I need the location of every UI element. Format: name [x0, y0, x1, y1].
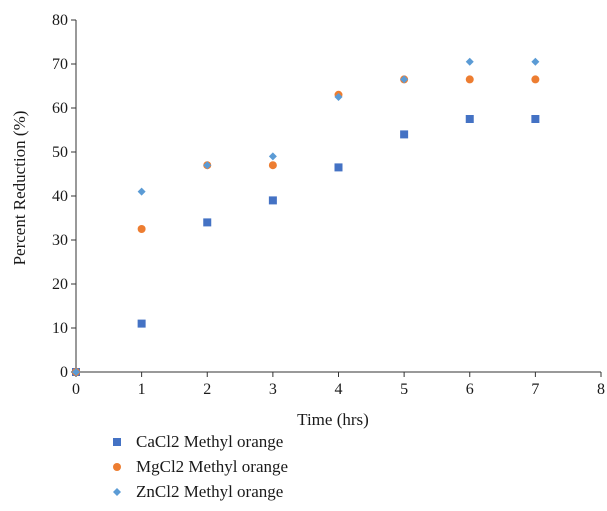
data-point — [465, 57, 474, 66]
x-tick-label: 2 — [203, 381, 211, 398]
x-tick-label: 6 — [466, 381, 474, 398]
data-point — [531, 115, 540, 123]
x-tick-label: 1 — [138, 381, 146, 398]
axes-layer — [75, 20, 601, 373]
data-point — [203, 218, 212, 227]
x-tick-label: 3 — [269, 381, 277, 398]
data-point — [465, 115, 474, 123]
x-axis-title: Time (hrs) — [297, 410, 369, 429]
data-point — [334, 163, 343, 172]
y-tick-label: 20 — [52, 276, 68, 293]
legend-item: CaCl2 Methyl orange — [113, 432, 283, 451]
legend-item: ZnCl2 Methyl orange — [113, 482, 283, 501]
y-tick-label: 70 — [52, 56, 68, 73]
x-tick-label: 8 — [597, 381, 605, 398]
legend-label: ZnCl2 Methyl orange — [136, 482, 283, 501]
data-point — [72, 368, 80, 376]
data-point — [137, 225, 146, 233]
x-tick-label: 4 — [335, 381, 343, 398]
series-diamond-points — [72, 57, 540, 376]
data-point — [203, 161, 212, 170]
data-point — [531, 57, 540, 66]
y-tick-label: 60 — [52, 100, 68, 117]
x-tick-label: 5 — [400, 381, 408, 398]
data-point — [137, 319, 146, 328]
legend-marker — [113, 488, 121, 496]
legend-label: CaCl2 Methyl orange — [136, 432, 283, 451]
data-point — [400, 75, 409, 84]
data-point — [137, 187, 146, 196]
y-tick-label: 10 — [52, 320, 68, 337]
data-point — [268, 161, 277, 170]
data-point — [400, 130, 409, 139]
legend-marker — [113, 438, 121, 446]
y-tick-label: 0 — [60, 364, 68, 381]
x-tick-label: 0 — [72, 381, 80, 398]
y-tick-label: 30 — [52, 232, 68, 249]
legend-marker — [113, 463, 121, 471]
x-tick-label: 7 — [531, 381, 539, 398]
legend: CaCl2 Methyl orange MgCl2 Methyl orange Zn… — [113, 432, 288, 501]
data-point — [268, 196, 277, 205]
y-tick-label: 50 — [52, 144, 68, 161]
y-axis-title: Percent Reduction (%) — [10, 111, 29, 266]
series-square-points — [72, 115, 540, 376]
data-point — [531, 75, 540, 84]
legend-label: MgCl2 Methyl orange — [136, 457, 288, 476]
data-point — [268, 152, 277, 161]
points-layer — [72, 57, 540, 376]
data-point — [334, 93, 343, 101]
y-tick-label: 80 — [52, 12, 68, 29]
y-tick-label: 40 — [52, 188, 68, 205]
legend-item: MgCl2 Methyl orange — [113, 457, 288, 476]
data-point — [465, 75, 474, 84]
